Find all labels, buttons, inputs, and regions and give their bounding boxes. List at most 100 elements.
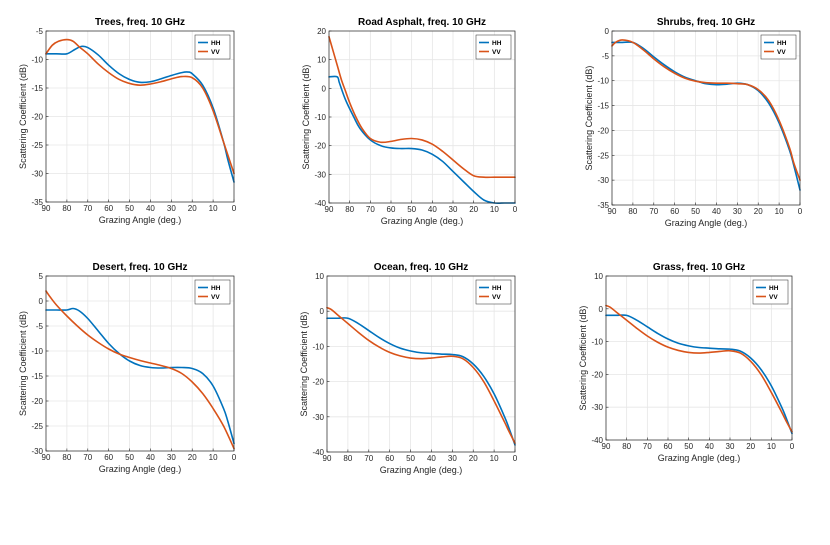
y-tick-label: -5 <box>36 27 44 36</box>
x-axis-label: Grazing Angle (deg.) <box>665 218 748 228</box>
y-tick-label: 0 <box>605 27 610 36</box>
x-tick-label: 20 <box>469 454 478 463</box>
legend: HH VV <box>760 34 797 60</box>
x-tick-label: 0 <box>790 442 795 451</box>
x-tick-label: 20 <box>754 207 763 216</box>
y-tick-label: -20 <box>31 397 43 406</box>
x-tick-label: 80 <box>345 205 354 214</box>
legend-label-hh: HH <box>211 285 221 292</box>
chart-title: Grass, freq. 10 GHz <box>653 262 745 273</box>
y-tick-label: -25 <box>31 141 43 150</box>
x-tick-label: 70 <box>649 207 658 216</box>
series-line-vv <box>611 39 801 181</box>
plot-area <box>612 31 800 205</box>
x-tick-label: 80 <box>343 454 352 463</box>
y-tick-label: -20 <box>591 370 603 379</box>
x-tick-label: 40 <box>146 204 155 213</box>
y-axis-label: Scattering Coefficient (dB) <box>578 306 588 411</box>
x-tick-label: 90 <box>42 204 51 213</box>
legend-label-hh: HH <box>769 285 779 292</box>
legend-box <box>475 34 512 60</box>
y-tick-label: 10 <box>594 272 603 281</box>
x-tick-label: 50 <box>684 442 693 451</box>
x-tick-label: 70 <box>643 442 652 451</box>
x-axis-label: Grazing Angle (deg.) <box>658 453 741 463</box>
legend-box <box>760 34 797 60</box>
x-tick-label: 30 <box>448 454 457 463</box>
x-tick-label: 80 <box>622 442 631 451</box>
y-tick-label: -30 <box>312 413 324 422</box>
chart-title: Shrubs, freq. 10 GHz <box>657 17 755 28</box>
x-tick-label: 90 <box>42 453 51 462</box>
y-tick-label: 20 <box>317 27 326 36</box>
y-tick-label: -35 <box>31 198 43 207</box>
x-tick-label: 70 <box>83 453 92 462</box>
y-tick-label: 0 <box>599 305 604 314</box>
x-tick-label: 50 <box>125 453 134 462</box>
x-tick-label: 20 <box>746 442 755 451</box>
plot-area <box>46 276 234 451</box>
chart-title: Desert, freq. 10 GHz <box>92 262 187 273</box>
legend-label-vv: VV <box>211 294 220 301</box>
x-tick-label: 80 <box>628 207 637 216</box>
x-tick-label: 10 <box>775 207 784 216</box>
y-tick-label: 0 <box>39 297 44 306</box>
axes-box <box>611 30 801 206</box>
series-line-hh <box>328 75 516 205</box>
y-tick-label: 0 <box>320 307 325 316</box>
y-tick-label: -30 <box>31 170 43 179</box>
x-tick-label: 60 <box>104 204 113 213</box>
y-tick-label: -40 <box>312 448 324 457</box>
x-tick-label: 10 <box>490 205 499 214</box>
x-tick-label: 50 <box>125 204 134 213</box>
series-line-vv <box>605 304 793 433</box>
x-tick-label: 0 <box>232 453 237 462</box>
x-tick-label: 0 <box>798 207 803 216</box>
axes-box <box>605 275 793 441</box>
x-tick-label: 90 <box>608 207 617 216</box>
x-tick-label: 50 <box>691 207 700 216</box>
y-tick-label: -10 <box>597 77 609 86</box>
y-tick-label: 0 <box>322 84 327 93</box>
x-tick-label: 30 <box>167 204 176 213</box>
x-tick-label: 30 <box>167 453 176 462</box>
chart-panel-2: 90 80 70 60 50 40 30 20 10 0 20 10 0 -10 -20 -30 -40 Road… <box>301 17 518 226</box>
legend: HH VV <box>194 34 231 60</box>
y-tick-label: -20 <box>31 113 43 122</box>
y-axis-label: Scattering Coefficient (dB) <box>584 66 594 171</box>
x-tick-label: 50 <box>407 205 416 214</box>
x-tick-label: 90 <box>325 205 334 214</box>
legend-label-vv: VV <box>492 49 501 56</box>
y-tick-label: -15 <box>31 84 43 93</box>
legend-box <box>752 279 789 305</box>
y-tick-label: -25 <box>597 151 609 160</box>
x-axis-label: Grazing Angle (deg.) <box>380 465 463 475</box>
x-tick-label: 70 <box>366 205 375 214</box>
y-tick-label: -30 <box>314 170 326 179</box>
x-tick-label: 40 <box>427 454 436 463</box>
y-tick-label: -5 <box>36 322 44 331</box>
chart-panel-1: 90 80 70 60 50 40 30 20 10 0 -5 -10 -15 -20 -25 -30 -35 T… <box>18 17 237 225</box>
series-line-vv <box>326 306 516 444</box>
series-line-hh <box>611 41 801 191</box>
y-axis-label: Scattering Coefficient (dB) <box>18 64 28 169</box>
legend-label-vv: VV <box>769 294 778 301</box>
chart-panel-3: 90 80 70 60 50 40 30 20 10 0 0 -5 -10 -15 -20 -25 -30 -35… <box>584 17 803 228</box>
x-tick-label: 50 <box>406 454 415 463</box>
chart-title: Road Asphalt, freq. 10 GHz <box>358 17 486 28</box>
x-tick-label: 90 <box>602 442 611 451</box>
series-line-vv <box>328 35 516 179</box>
x-tick-label: 20 <box>469 205 478 214</box>
chart-title: Ocean, freq. 10 GHz <box>374 262 468 273</box>
y-tick-label: 10 <box>317 56 326 65</box>
y-tick-label: -20 <box>312 378 324 387</box>
legend: HH VV <box>475 34 512 60</box>
x-tick-label: 70 <box>364 454 373 463</box>
legend-box <box>194 279 231 305</box>
chart-title: Trees, freq. 10 GHz <box>95 17 185 28</box>
x-tick-label: 0 <box>513 205 518 214</box>
series-line-hh <box>45 307 235 445</box>
x-tick-label: 40 <box>428 205 437 214</box>
y-tick-label: -10 <box>591 338 603 347</box>
